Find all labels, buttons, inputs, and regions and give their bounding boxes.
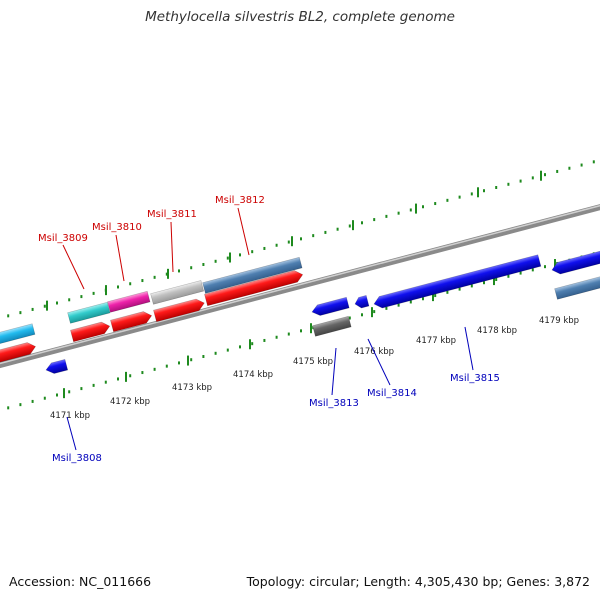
gene-red-arrow <box>70 321 111 343</box>
genome-backbone <box>0 204 600 369</box>
gene-label: Msil_3813 <box>309 398 359 409</box>
gene-blue-arrow <box>551 250 600 275</box>
scale-label: 4171 kbp <box>50 411 90 421</box>
gene-red-arrow <box>110 311 153 333</box>
scale-label: 4177 kbp <box>416 336 456 346</box>
gene-blue-arrow <box>311 296 350 316</box>
callout-line <box>115 234 125 282</box>
gene-blue-arrow <box>45 358 69 374</box>
gene-cyan <box>67 301 111 324</box>
gene-steel <box>202 256 303 294</box>
gene-magenta <box>107 290 151 313</box>
backbone-line <box>0 204 600 369</box>
gene-label: Msil_3812 <box>215 195 265 206</box>
scale-label: 4173 kbp <box>172 383 212 393</box>
callout-line <box>170 221 174 273</box>
scale-label: 4174 kbp <box>233 370 273 380</box>
scale-label: 4175 kbp <box>293 357 333 367</box>
gene-darkgrey <box>312 315 352 337</box>
callout-line <box>331 347 337 396</box>
scale-label: 4178 kbp <box>477 326 517 336</box>
gene-blue-arrow <box>373 254 542 309</box>
callout-line <box>62 244 85 290</box>
gene-grey <box>150 280 205 305</box>
gene-label: Msil_3808 <box>52 453 102 464</box>
gene-label: Msil_3815 <box>450 373 500 384</box>
gene-lightblue <box>0 323 36 346</box>
map-title: Methylocella silvestris BL2, complete ge… <box>145 9 455 25</box>
gene-label: Msil_3810 <box>92 222 142 233</box>
callout-line <box>66 416 77 451</box>
gene-callouts: Msil_3809 Msil_3810 Msil_3811 Msil_3812 Msil… <box>38 195 500 464</box>
gene-red-arrow <box>204 270 304 307</box>
accession-text: Accession: NC_011666 <box>9 574 152 589</box>
gene-label: Msil_3814 <box>367 388 417 399</box>
gene-label: Msil_3811 <box>147 209 197 220</box>
backbone-highlight <box>0 204 600 365</box>
callout-line <box>237 207 250 256</box>
gene-features <box>0 250 600 374</box>
scale-label: 4172 kbp <box>110 397 150 407</box>
callout-line <box>367 338 391 386</box>
callout-line <box>464 326 474 371</box>
topology-text: Topology: circular; Length: 4,305,430 bp… <box>246 574 590 589</box>
scale-label: 4179 kbp <box>539 316 579 326</box>
gene-steel <box>554 275 600 300</box>
gene-label: Msil_3809 <box>38 233 88 244</box>
gene-red-arrow <box>153 298 205 323</box>
gene-blue-arrow <box>354 295 370 309</box>
gene-red-arrow <box>0 342 36 365</box>
scale-rings <box>7 160 595 410</box>
